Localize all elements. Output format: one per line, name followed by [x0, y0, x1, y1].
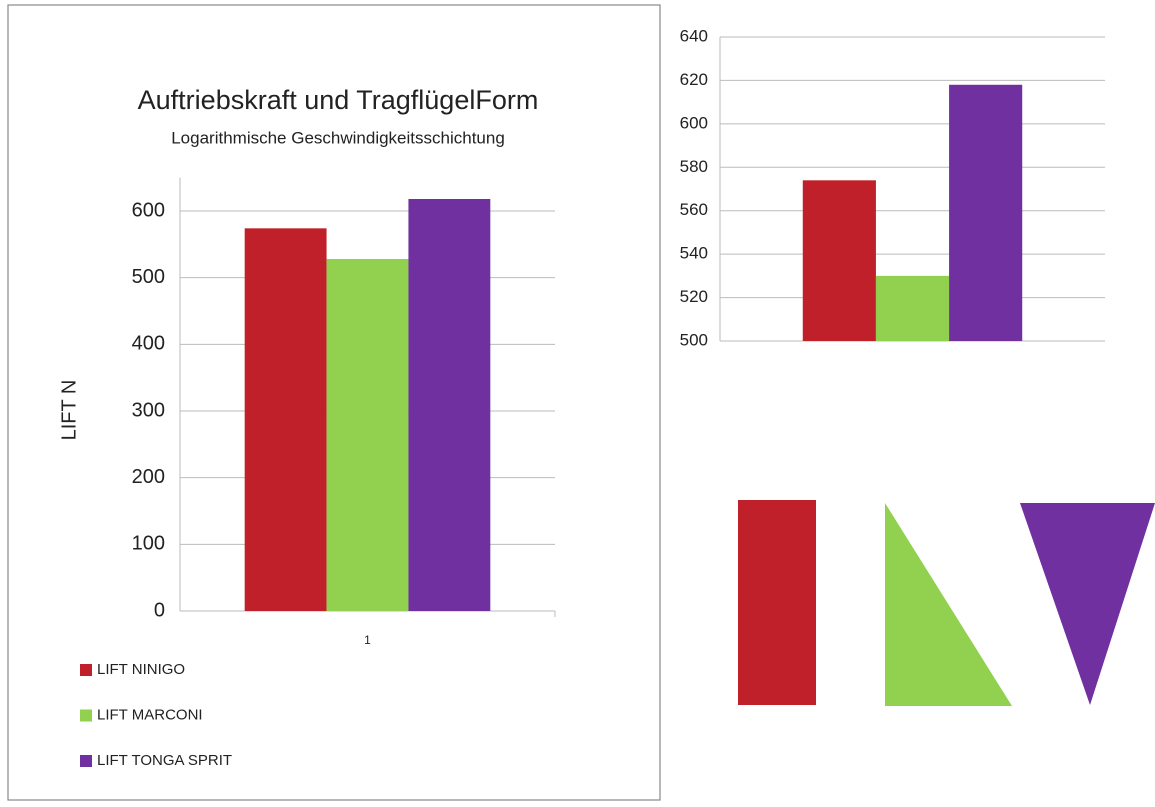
bar [244, 228, 327, 612]
y-tick-label: 560 [680, 200, 708, 219]
bar [802, 180, 876, 341]
y-tick-label: 640 [680, 26, 708, 45]
shape-rectangle [738, 500, 816, 705]
y-tick-label: 520 [680, 287, 708, 306]
bar [949, 84, 1023, 342]
y-tick-label: 580 [680, 157, 708, 176]
y-tick-label: 0 [154, 599, 165, 621]
legend-label: LIFT NINIGO [97, 661, 185, 678]
y-tick-label: 400 [132, 333, 165, 355]
legend-label: LIFT MARCONI [97, 706, 203, 723]
bar [875, 275, 950, 341]
y-tick-label: 620 [680, 70, 708, 89]
bar [326, 259, 409, 611]
y-tick-label: 600 [680, 113, 708, 132]
y-tick-label: 300 [132, 399, 165, 421]
y-tick-label: 100 [132, 533, 165, 555]
y-tick-label: 500 [680, 330, 708, 349]
chart-subtitle: Logarithmische Geschwindigkeitsschichtun… [171, 128, 505, 147]
chart-title: Auftriebskraft und TragflügelForm [138, 85, 539, 115]
legend-swatch [80, 755, 92, 767]
y-axis-label: LIFT N [58, 380, 80, 441]
legend-swatch [80, 709, 92, 722]
legend-swatch [80, 664, 92, 676]
y-tick-label: 500 [132, 266, 165, 288]
shape-triangle [885, 503, 1012, 706]
shape-inverted-triangle [1020, 503, 1155, 705]
legend-label: LIFT TONGA SPRIT [97, 752, 232, 769]
y-tick-label: 540 [680, 244, 708, 263]
y-tick-label: 600 [132, 199, 165, 221]
bar [408, 199, 491, 611]
y-tick-label: 200 [132, 466, 165, 488]
x-tick-label: 1 [364, 633, 371, 647]
